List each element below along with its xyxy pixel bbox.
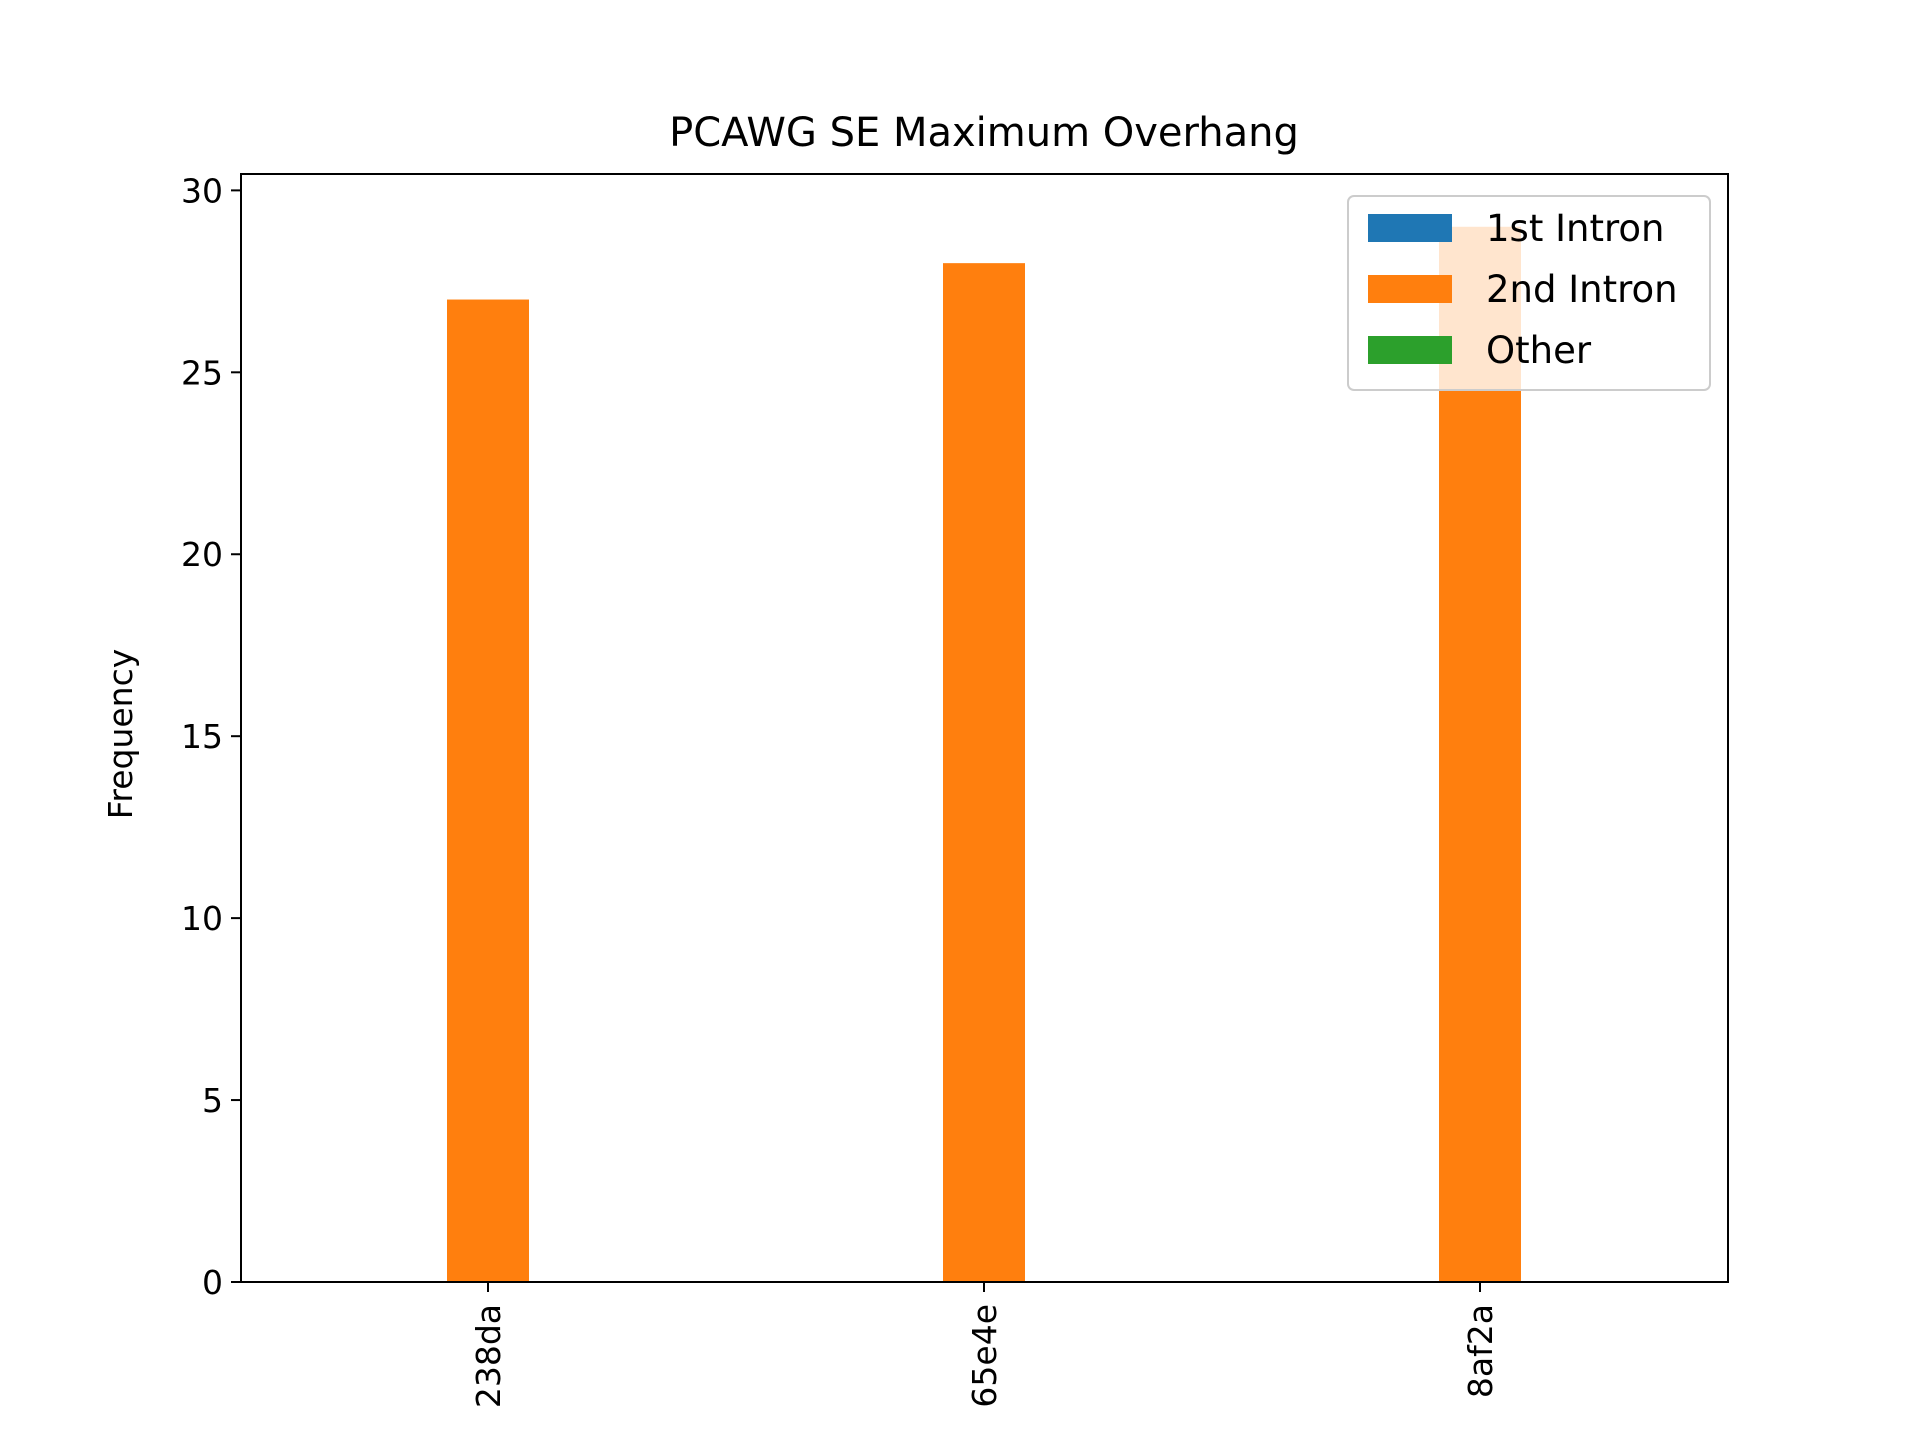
legend-label-1st-intron: 1st Intron <box>1486 207 1664 250</box>
legend-swatch-2nd-intron <box>1368 275 1452 303</box>
bars-group <box>447 226 1521 1282</box>
x-tick-label: 65e4e <box>965 1304 1004 1408</box>
chart-title: PCAWG SE Maximum Overhang <box>669 110 1299 156</box>
bar-2nd-intron-2 <box>1439 226 1521 1282</box>
y-tick-label: 15 <box>181 717 223 756</box>
y-tick-label: 30 <box>181 171 223 210</box>
legend-swatch-1st-intron <box>1368 214 1452 242</box>
plot-area-frame <box>240 173 1729 1283</box>
y-axis-label: Frequency <box>101 649 140 819</box>
bar-2nd-intron-0 <box>447 299 529 1282</box>
legend-label-2nd-intron: 2nd Intron <box>1486 268 1678 311</box>
y-tick-label: 10 <box>181 899 223 938</box>
x-axis-ticks: 238da 65e4e 8af2a <box>469 1282 1500 1408</box>
legend-label-other: Other <box>1486 329 1592 372</box>
legend: 1st Intron 2nd Intron Other <box>1347 195 1711 391</box>
y-tick-label: 25 <box>181 353 223 392</box>
legend-swatch-other <box>1368 336 1452 364</box>
y-tick-label: 5 <box>202 1081 223 1120</box>
x-tick-label: 238da <box>469 1304 508 1408</box>
x-tick-label: 8af2a <box>1461 1304 1500 1398</box>
y-tick-label: 20 <box>181 535 223 574</box>
y-axis-ticks: 0 5 10 15 20 25 30 <box>181 171 241 1302</box>
bar-2nd-intron-1 <box>943 263 1025 1282</box>
y-tick-label: 0 <box>202 1263 223 1302</box>
